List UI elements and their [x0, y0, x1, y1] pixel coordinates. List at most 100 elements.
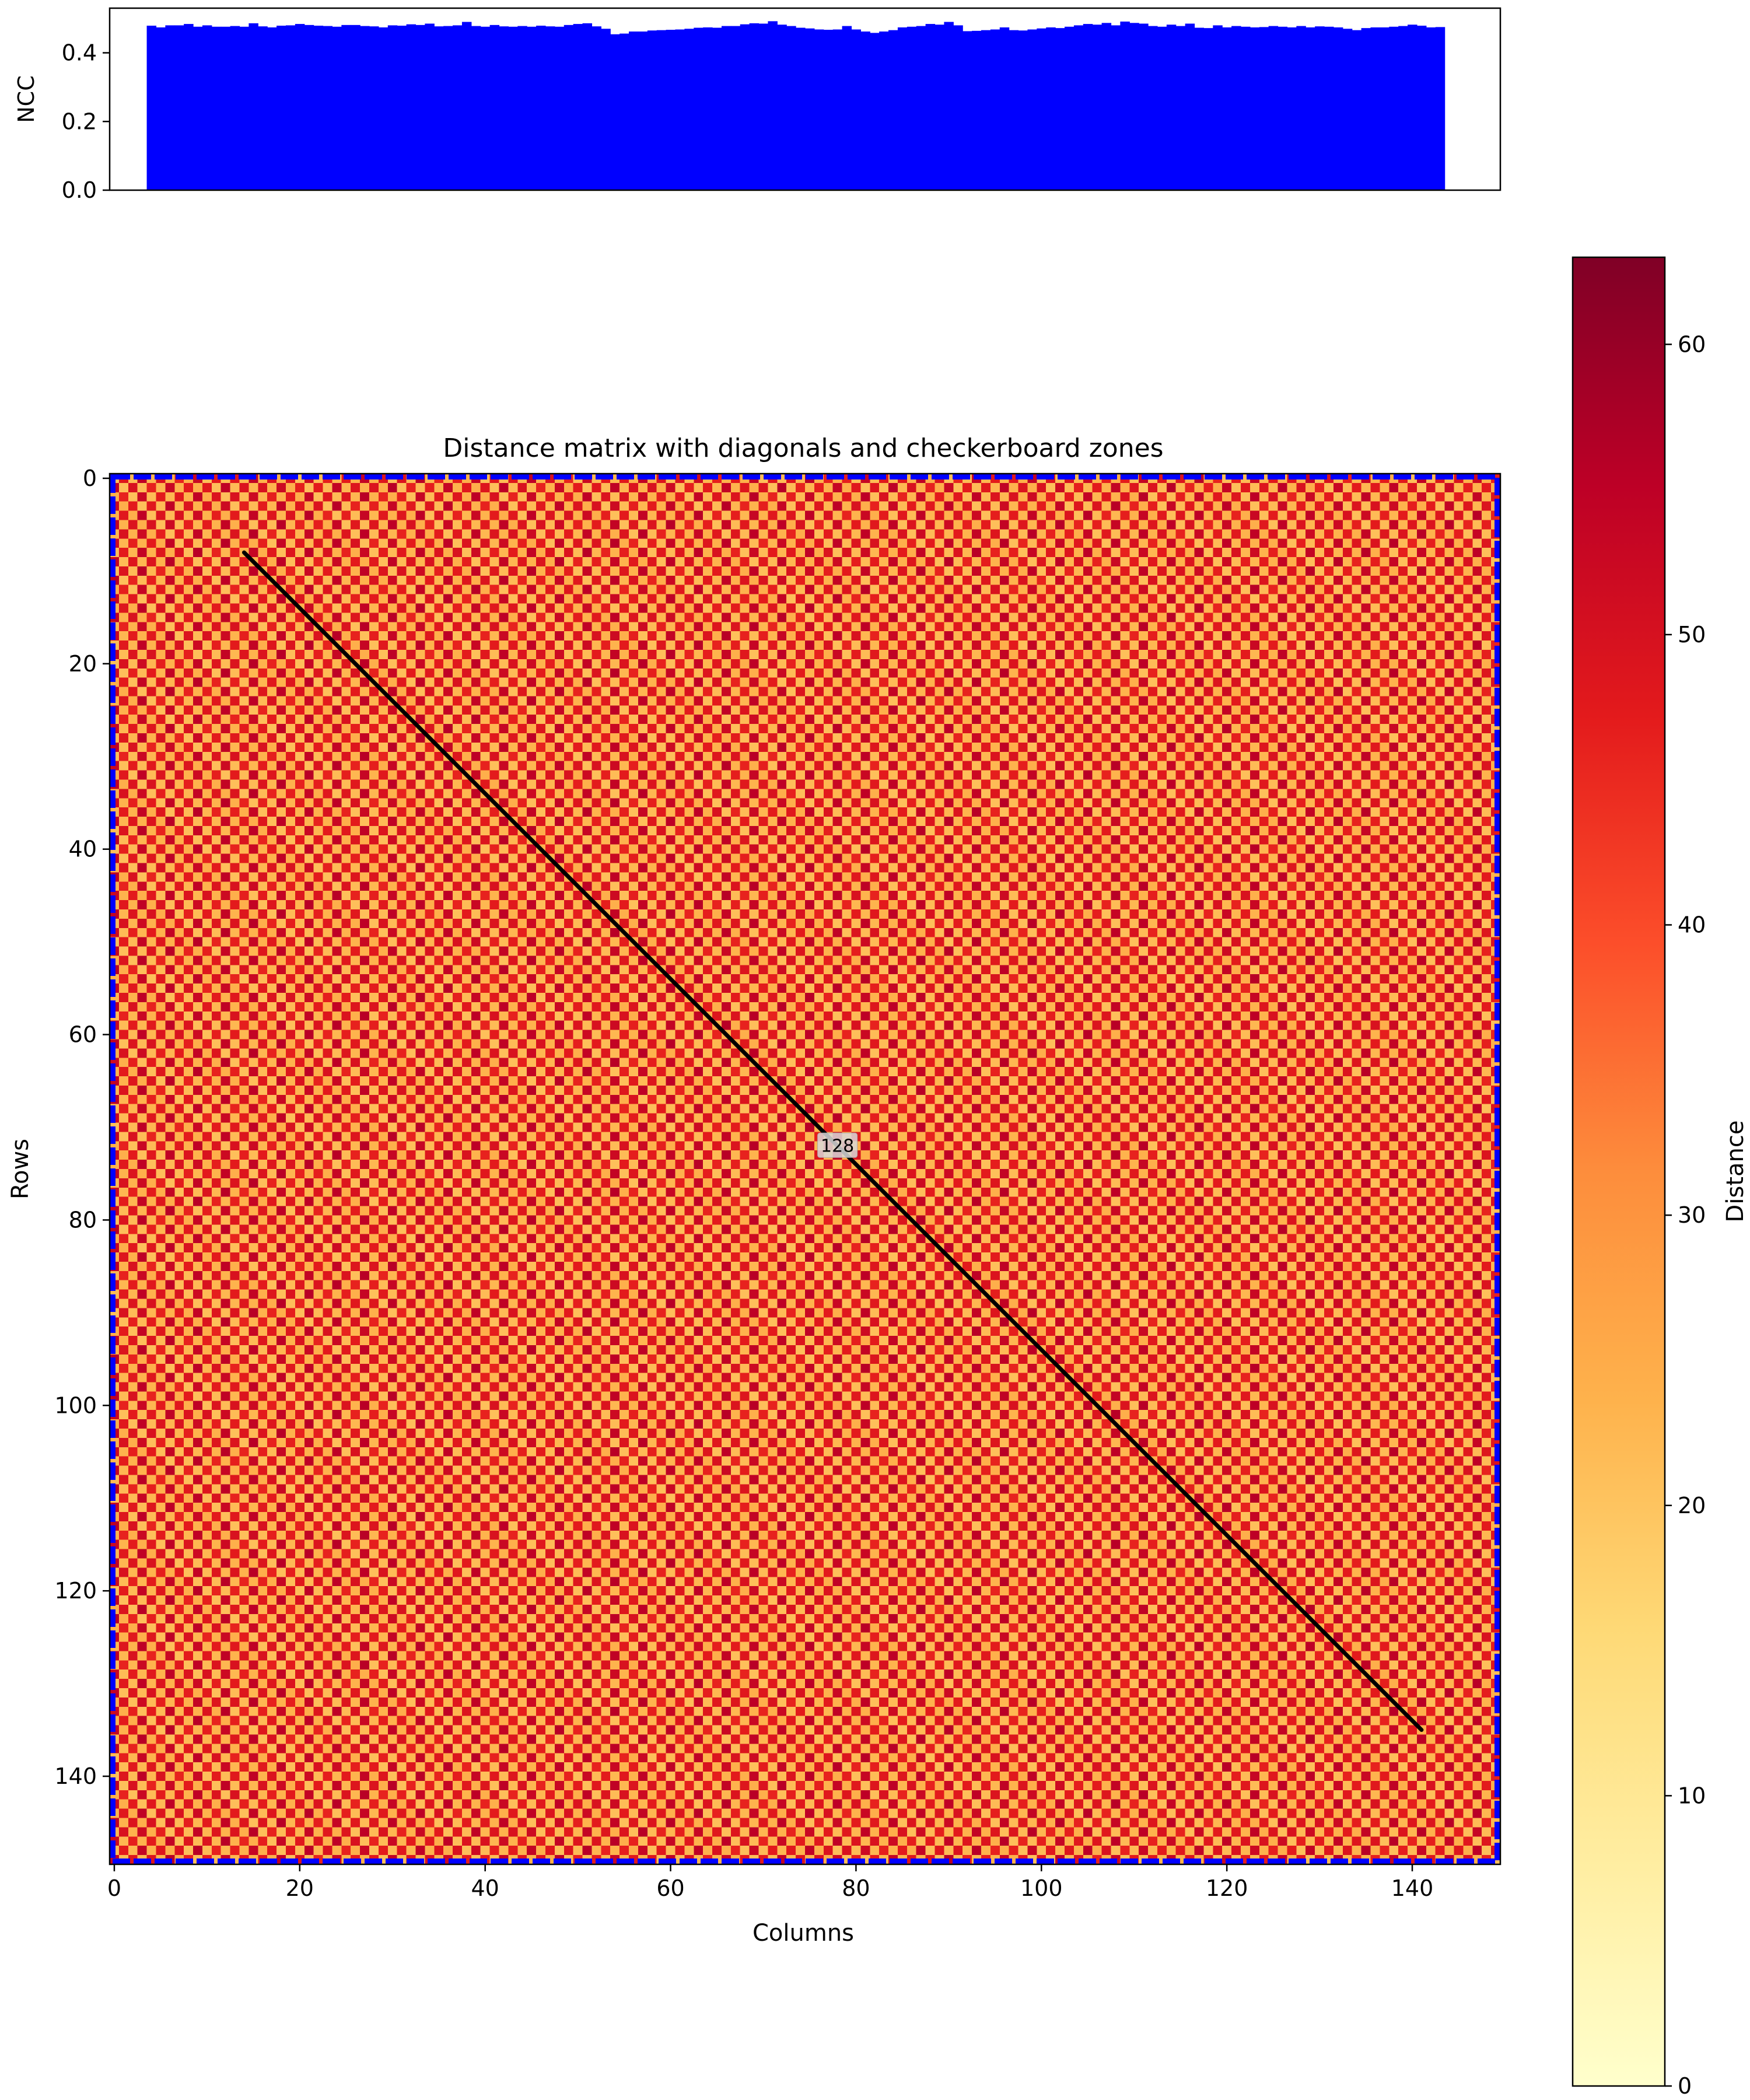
ncc-bar — [517, 26, 527, 191]
ncc-bar — [897, 27, 908, 190]
ncc-bar — [786, 26, 796, 191]
ncc-bar — [814, 29, 824, 190]
ncc-bar — [471, 26, 481, 191]
heatmap-y-tick-label: 0 — [83, 466, 97, 491]
ncc-bar — [239, 26, 249, 190]
ncc-bar — [851, 29, 861, 190]
ncc-bar — [990, 29, 1000, 190]
heatmap-title: Distance matrix with diagonals and check… — [443, 433, 1163, 463]
ncc-bar — [666, 30, 676, 191]
ncc-y-ticks: 0.0 0.2 0.4 — [62, 40, 110, 203]
ncc-bar — [174, 25, 184, 191]
ncc-bar — [694, 27, 704, 191]
ncc-bar — [489, 24, 500, 190]
ncc-plot-frame — [108, 7, 1502, 191]
colorbar-tick-label: 20 — [1678, 1493, 1706, 1518]
heatmap-x-tick-label: 0 — [107, 1875, 121, 1901]
ncc-bar — [276, 26, 286, 191]
colorbar-gradient — [1573, 257, 1665, 2086]
ncc-bar — [564, 24, 574, 190]
ncc-bar — [944, 22, 954, 191]
ncc-bar — [536, 26, 546, 191]
heatmap-frame — [108, 473, 1502, 1866]
ncc-bar — [443, 26, 453, 191]
ncc-bar — [879, 32, 889, 190]
colorbar-tick-label: 50 — [1678, 622, 1706, 648]
ncc-y-tick-label: 0.0 — [62, 177, 97, 203]
ncc-bar — [230, 26, 240, 191]
ncc-bar — [870, 33, 880, 190]
colorbar-tick-label: 30 — [1678, 1202, 1706, 1228]
ncc-bar — [916, 26, 926, 191]
heatmap-y-ticks: 0 20 40 60 80 100 120 140 — [54, 466, 110, 1789]
ncc-bar — [415, 24, 425, 190]
ncc-bar — [823, 30, 834, 191]
ncc-bar — [397, 26, 407, 191]
ncc-bar — [749, 23, 760, 191]
ncc-bar — [610, 34, 620, 191]
ncc-bar — [146, 26, 157, 191]
ncc-bar — [1083, 24, 1093, 190]
heatmap-y-tick-label: 60 — [69, 1022, 97, 1048]
ncc-bar — [304, 24, 314, 190]
ncc-bar — [1166, 24, 1177, 190]
ncc-bar — [972, 30, 982, 190]
diagonal-label-background — [817, 1132, 858, 1158]
ncc-bar — [1213, 25, 1223, 191]
ncc-bar — [888, 30, 898, 191]
diagonal-label: 128 — [821, 1136, 854, 1156]
ncc-bar — [1296, 26, 1306, 191]
diagonal-label-box: 128 — [817, 1132, 858, 1158]
heatmap-x-tick-label: 60 — [656, 1875, 684, 1901]
ncc-bar — [935, 24, 944, 190]
ncc-bar — [656, 30, 667, 191]
ncc-bar — [573, 24, 583, 190]
ncc-bar — [1306, 27, 1315, 190]
ncc-bar — [1426, 27, 1436, 190]
colorbar-ticks: 0 10 20 30 40 50 60 — [1665, 331, 1706, 2099]
ncc-bar — [508, 26, 518, 190]
ncc-bar — [461, 22, 472, 191]
ncc-bar — [1416, 26, 1427, 191]
ncc-bar — [1139, 23, 1149, 191]
ncc-bar — [1408, 24, 1418, 190]
ncc-bar-panel: 0.0 0.2 0.4 NCC — [13, 7, 1502, 203]
heatmap-x-tick-label: 100 — [1020, 1875, 1063, 1901]
ncc-bar — [1315, 26, 1325, 190]
ncc-bar — [1278, 26, 1288, 190]
ncc-y-tick-label: 0.2 — [62, 108, 97, 134]
ncc-bar — [184, 24, 194, 190]
ncc-bar — [360, 26, 370, 191]
colorbar-tick-label: 60 — [1678, 331, 1706, 357]
colorbar-tick-label: 40 — [1678, 912, 1706, 938]
ncc-bar — [953, 25, 963, 191]
ncc-bar — [1046, 27, 1056, 190]
heatmap-x-tick-label: 140 — [1391, 1875, 1434, 1901]
ncc-bar — [1361, 28, 1371, 190]
ncc-bar — [1389, 26, 1399, 190]
ncc-bar — [1370, 27, 1380, 190]
ncc-bar — [832, 29, 843, 190]
ncc-bar — [220, 26, 231, 190]
ncc-bar — [1231, 26, 1241, 191]
ncc-bar — [842, 26, 852, 191]
ncc-bar — [1157, 26, 1167, 190]
colorbar-frame — [1572, 256, 1666, 2087]
heatmap-y-tick-label: 140 — [54, 1763, 97, 1789]
ncc-bar — [740, 24, 750, 191]
heatmap-blue-border — [110, 474, 1500, 1864]
ncc-bar — [1380, 27, 1390, 190]
heatmap-y-tick-label: 80 — [69, 1207, 97, 1233]
ncc-bar — [963, 31, 972, 190]
ncc-bar — [211, 26, 222, 190]
ncc-bar — [425, 23, 435, 191]
ncc-bar — [193, 26, 203, 190]
ncc-bar — [629, 32, 639, 190]
ncc-bar — [351, 24, 360, 190]
ncc-bar — [434, 26, 444, 190]
ncc-bar — [1185, 23, 1195, 191]
ncc-bar — [1101, 23, 1112, 191]
ncc-bar — [249, 23, 258, 191]
ncc-bar — [730, 26, 741, 191]
